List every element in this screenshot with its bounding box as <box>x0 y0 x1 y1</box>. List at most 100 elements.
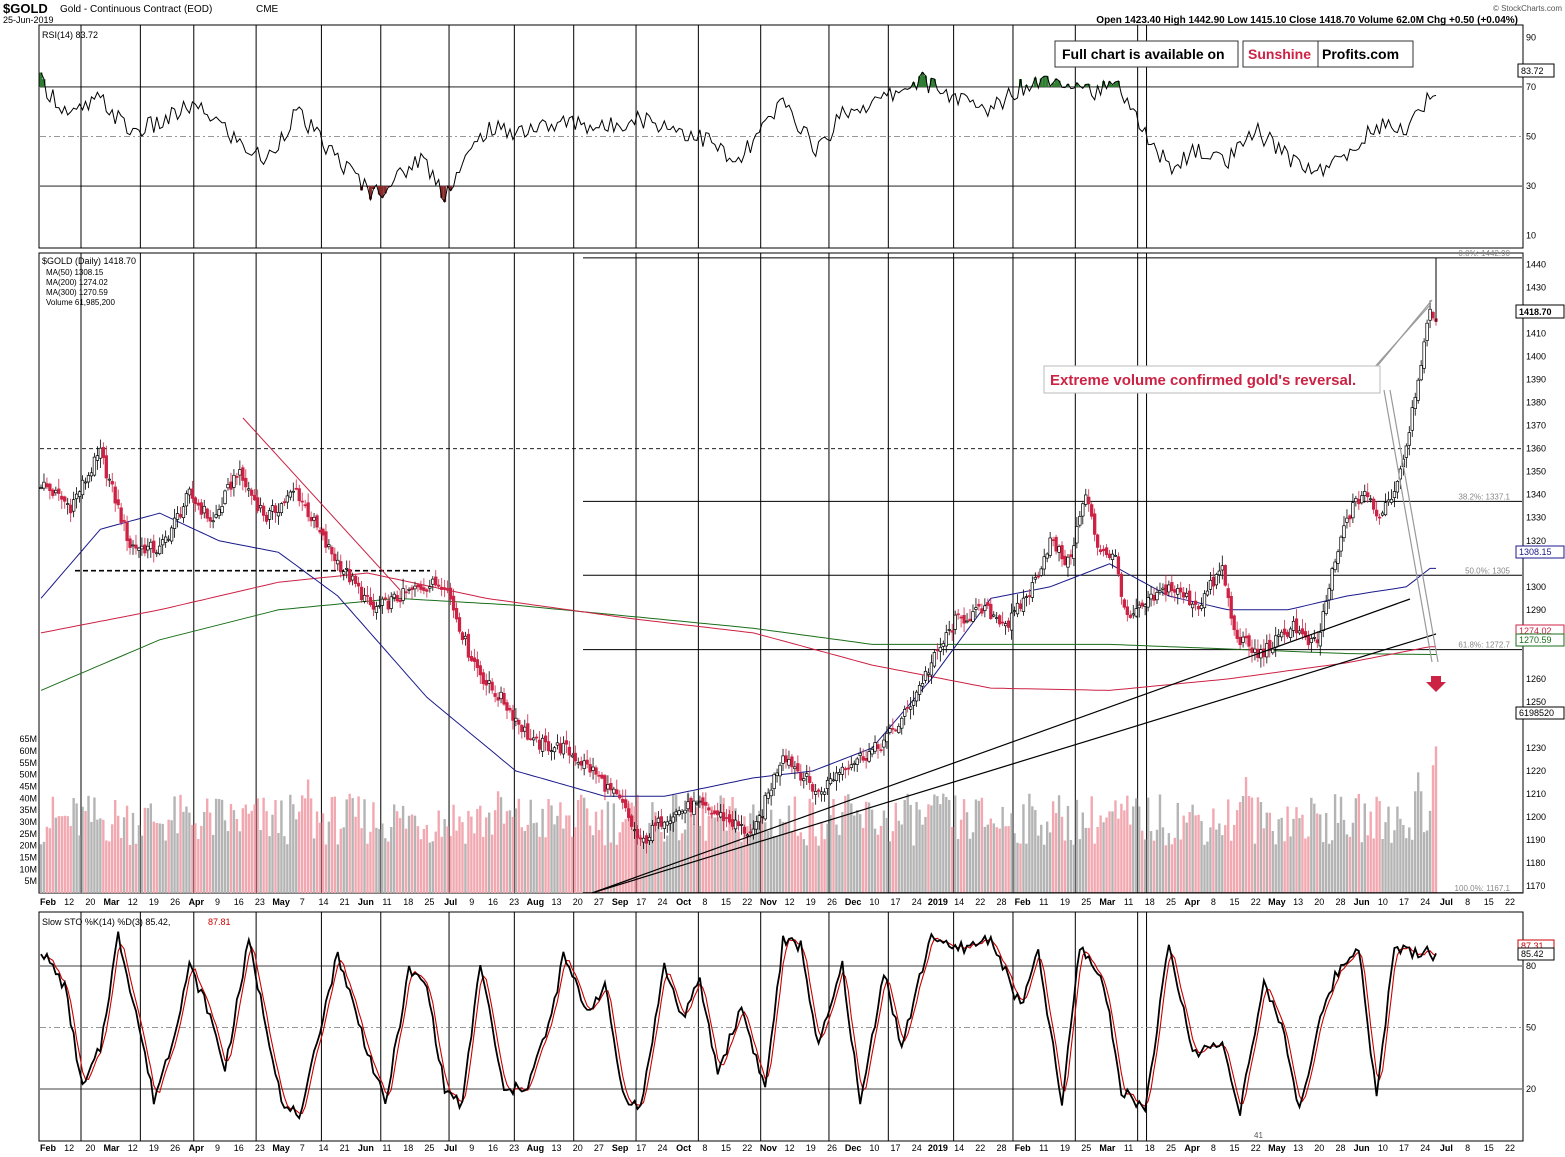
candle-body <box>811 784 815 792</box>
volume-bar <box>384 838 387 893</box>
candle-body <box>1063 555 1067 565</box>
candle-body <box>187 488 192 496</box>
candle-body <box>383 597 387 600</box>
x-axis-tick: 18 <box>1145 1143 1155 1153</box>
rsi-axis-tick: 90 <box>1526 32 1536 42</box>
x-axis-tick: 16 <box>488 1143 498 1153</box>
volume-bar <box>149 803 153 893</box>
volume-bar <box>363 799 366 893</box>
volume-bar <box>680 833 684 893</box>
x-axis-tick: 13 <box>552 1143 562 1153</box>
volume-bar <box>1025 843 1028 893</box>
price-axis-tick: 1180 <box>1526 858 1545 868</box>
candle-body <box>1104 547 1109 556</box>
volume-bar <box>161 823 164 893</box>
candle-body <box>223 490 227 504</box>
candle-body <box>787 758 791 766</box>
candle-body <box>1143 604 1147 607</box>
rsi-overbought-fill <box>912 82 916 87</box>
candle-body <box>730 819 735 827</box>
promo-banner: Full chart is available on Sunshine Prof… <box>1054 40 1414 68</box>
candle-body <box>1232 615 1236 631</box>
x-axis-tick: 19 <box>149 1143 159 1153</box>
volume-bar <box>354 816 357 893</box>
volume-bar <box>217 799 221 893</box>
volume-bar <box>1238 801 1242 893</box>
ma50-badge: 1308.15 <box>1515 545 1565 559</box>
candle-body <box>588 764 592 773</box>
candle-body <box>428 586 432 589</box>
volume-bar <box>1149 831 1153 893</box>
x-axis-tick: 11 <box>382 1143 391 1153</box>
banner-prefix: Full chart is available on <box>1062 46 1225 62</box>
volume-bar <box>1232 824 1236 893</box>
candle-body <box>594 767 598 775</box>
candle-body <box>526 723 530 740</box>
candle-body <box>920 682 925 687</box>
volume-bar <box>1304 838 1307 893</box>
volume-bar <box>336 844 340 893</box>
rsi-overbought-fill <box>1033 77 1037 87</box>
x-axis-tick: 26 <box>170 1143 180 1153</box>
volume-bar <box>927 804 930 893</box>
volume-bar <box>114 800 117 893</box>
volume-bar <box>1431 765 1435 893</box>
rsi-oversold-fill <box>440 186 444 198</box>
candle-body <box>644 835 649 844</box>
volume-bar <box>1218 823 1221 893</box>
candle-body <box>69 504 73 514</box>
candle-body <box>1158 590 1162 593</box>
price-axis-tick: 1290 <box>1526 605 1546 615</box>
candle-body <box>172 517 177 529</box>
volume-bar <box>1268 812 1271 893</box>
x-axis-tick: Nov <box>760 1143 777 1153</box>
rsi-overbought-fill <box>929 78 933 87</box>
candle-body <box>368 597 373 606</box>
candle-body <box>1280 631 1284 638</box>
volume-bar <box>695 807 699 893</box>
candle-body <box>1164 584 1168 596</box>
candle-body <box>404 591 408 594</box>
volume-bar <box>588 825 592 893</box>
volume-bar <box>78 835 81 893</box>
candle-body <box>60 495 64 500</box>
candle-body <box>273 505 278 514</box>
volume-bar <box>1203 844 1206 893</box>
candle-body <box>1285 631 1290 637</box>
stoch-last-badge: 87.31 85.42 <box>1517 939 1555 961</box>
price-axis-tick: 1390 <box>1526 375 1546 385</box>
volume-bar <box>882 810 886 893</box>
candle-body <box>1238 636 1242 646</box>
rsi-overbought-fill <box>1075 82 1079 87</box>
volume-bar <box>140 835 144 893</box>
candle-body <box>1369 498 1373 501</box>
candle-body <box>980 608 984 614</box>
volume-bar <box>256 798 259 893</box>
price-panel <box>38 252 1524 894</box>
candle-body <box>208 517 212 522</box>
candle-body <box>291 490 295 493</box>
candle-body <box>330 547 334 555</box>
volume-bar <box>493 810 497 893</box>
volume-bar <box>1010 813 1013 893</box>
candle-body <box>1087 496 1091 505</box>
volume-bar <box>645 836 648 893</box>
candle-body <box>968 618 972 622</box>
volume-axis-tick: 65M <box>19 734 37 744</box>
candle-body <box>267 510 272 520</box>
candle-body <box>914 691 919 702</box>
candle-body <box>989 603 993 619</box>
candle-body <box>1410 407 1414 431</box>
volume-bar <box>66 816 69 893</box>
candle-body <box>692 800 696 815</box>
price-axis-tick: 1230 <box>1526 743 1546 753</box>
volume-bar <box>1298 818 1301 893</box>
candle-body <box>155 552 159 555</box>
volume-bar <box>108 841 111 893</box>
x-axis-tick: 15 <box>721 897 731 907</box>
candle-body <box>885 732 889 743</box>
candle-body <box>380 598 384 606</box>
volume-axis-tick: 45M <box>19 782 37 792</box>
candle-body <box>309 516 313 522</box>
